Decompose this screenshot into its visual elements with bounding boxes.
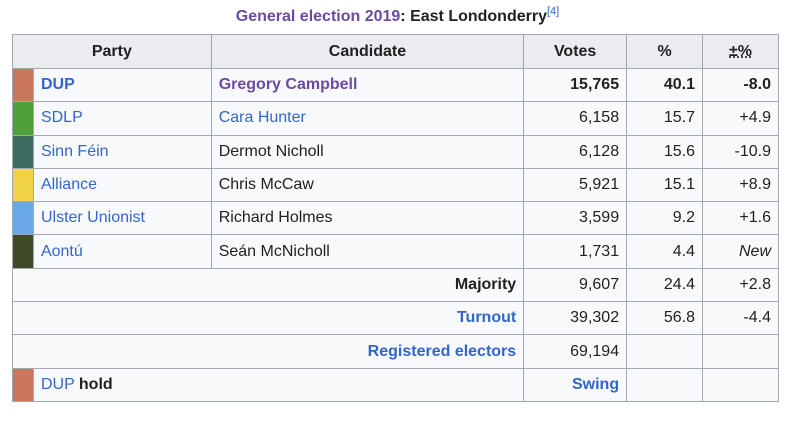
votes-cell: 3,599: [523, 201, 628, 236]
change-cell: +8.9: [702, 167, 779, 203]
candidate-header: Candidate: [210, 34, 525, 69]
turnout-change: -4.4: [702, 301, 779, 336]
election-results-table: Party Candidate Votes % ±% DUP Gregory C…: [11, 34, 779, 402]
table-caption: General election 2019: East Londonderry[…: [0, 6, 795, 28]
votes-cell: 1,731: [523, 234, 628, 269]
party-link[interactable]: Aontú: [32, 234, 212, 269]
votes-cell: 5,921: [523, 167, 628, 203]
percent-cell: 9.2: [626, 201, 704, 236]
change-header: ±%: [702, 34, 779, 69]
table-row: Sinn Féin Dermot Nicholl 6,128 15.6 -10.…: [12, 134, 779, 169]
party-color-swatch: [12, 234, 34, 269]
party-link[interactable]: Sinn Féin: [32, 134, 212, 169]
table-row: SDLP Cara Hunter 6,158 15.7 +4.9: [12, 101, 779, 136]
turnout-votes: 39,302: [523, 301, 628, 336]
majority-row: Majority 9,607 24.4 +2.8: [11, 267, 779, 303]
candidate-link[interactable]: Gregory Campbell: [210, 67, 525, 103]
election-link[interactable]: General election 2019: [235, 8, 401, 25]
party-link[interactable]: SDLP: [32, 101, 212, 136]
party-color-swatch: [12, 201, 34, 236]
reference-link[interactable]: [4]: [546, 5, 560, 18]
empty-cell: [626, 334, 704, 369]
table-row: DUP Gregory Campbell 15,765 40.1 -8.0: [12, 67, 779, 103]
party-color-swatch: [12, 134, 34, 169]
turnout-cell: Turnout: [11, 301, 525, 336]
party-header: Party: [12, 34, 212, 69]
candidate-link[interactable]: Cara Hunter: [210, 101, 525, 136]
constituency-name: : East Londonderry: [400, 8, 547, 25]
majority-percent: 24.4: [626, 267, 704, 303]
change-cell: New: [702, 234, 779, 269]
candidate-name: Richard Holmes: [210, 201, 525, 236]
majority-label: Majority: [11, 267, 525, 303]
table-row: Aontú Seán McNicholl 1,731 4.4 New: [12, 234, 779, 269]
votes-cell: 6,158: [523, 101, 628, 136]
votes-cell: 6,128: [523, 134, 628, 169]
party-color-swatch: [12, 167, 34, 203]
percent-cell: 15.7: [626, 101, 704, 136]
majority-votes: 9,607: [523, 267, 628, 303]
majority-change: +2.8: [702, 267, 779, 303]
result-cell: DUP hold: [32, 367, 525, 402]
registered-row: Registered electors 69,194: [11, 334, 779, 369]
registered-electors-link[interactable]: Registered electors: [367, 342, 517, 360]
result-outcome: hold: [78, 375, 113, 393]
party-link[interactable]: Ulster Unionist: [32, 201, 212, 236]
change-cell: +4.9: [702, 101, 779, 136]
turnout-percent: 56.8: [626, 301, 704, 336]
result-row: DUP hold Swing: [12, 367, 779, 402]
table-row: Ulster Unionist Richard Holmes 3,599 9.2…: [12, 201, 779, 236]
percent-header: %: [626, 34, 704, 69]
change-cell: +1.6: [702, 201, 779, 236]
change-cell: -10.9: [702, 134, 779, 169]
percent-cell: 15.6: [626, 134, 704, 169]
swing-link[interactable]: Swing: [571, 375, 620, 393]
header-row: Party Candidate Votes % ±%: [12, 34, 779, 69]
empty-cell: [702, 334, 779, 369]
percent-cell: 15.1: [626, 167, 704, 203]
party-color-swatch: [12, 101, 34, 136]
percent-cell: 40.1: [626, 67, 704, 103]
table-row: Alliance Chris McCaw 5,921 15.1 +8.9: [12, 167, 779, 203]
percent-cell: 4.4: [626, 234, 704, 269]
swing-cell: Swing: [523, 367, 628, 402]
party-color-swatch: [12, 367, 34, 402]
empty-cell: [702, 367, 779, 402]
party-color-swatch: [12, 67, 34, 103]
votes-header: Votes: [523, 34, 628, 69]
change-cell: -8.0: [702, 67, 779, 103]
candidate-name: Dermot Nicholl: [210, 134, 525, 169]
candidate-name: Chris McCaw: [210, 167, 525, 203]
registered-votes: 69,194: [523, 334, 628, 369]
party-link[interactable]: DUP: [32, 67, 212, 103]
candidate-name: Seán McNicholl: [210, 234, 525, 269]
party-link[interactable]: Alliance: [32, 167, 212, 203]
registered-cell: Registered electors: [11, 334, 525, 369]
turnout-link[interactable]: Turnout: [456, 309, 517, 327]
result-party-link[interactable]: DUP: [40, 375, 75, 393]
votes-cell: 15,765: [523, 67, 628, 103]
empty-cell: [626, 367, 704, 402]
turnout-row: Turnout 39,302 56.8 -4.4: [11, 301, 779, 336]
